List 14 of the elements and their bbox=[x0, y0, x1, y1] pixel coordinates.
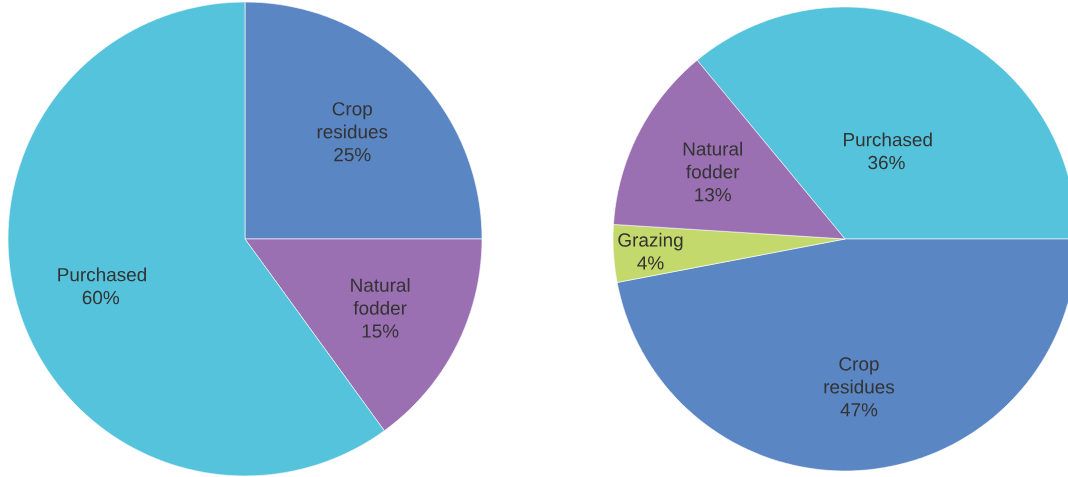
data-label: 60% bbox=[82, 290, 120, 305]
slice-label: Grazing bbox=[618, 232, 683, 251]
data-label: 15% bbox=[362, 324, 399, 338]
slice-label: Crop residues bbox=[824, 357, 895, 394]
data-label: 25% bbox=[334, 147, 371, 162]
slice-label: Purchased bbox=[58, 267, 146, 282]
slice-label: Crop residues bbox=[317, 102, 388, 139]
slice-label: Natural fodder bbox=[683, 141, 742, 179]
data-label: 36% bbox=[868, 155, 905, 170]
data-label: 47% bbox=[840, 403, 878, 417]
slice-label: Natural fodder bbox=[351, 277, 410, 315]
data-label: 13% bbox=[695, 188, 731, 202]
data-label: 4% bbox=[637, 256, 664, 270]
slice-label: Purchased bbox=[844, 132, 932, 147]
